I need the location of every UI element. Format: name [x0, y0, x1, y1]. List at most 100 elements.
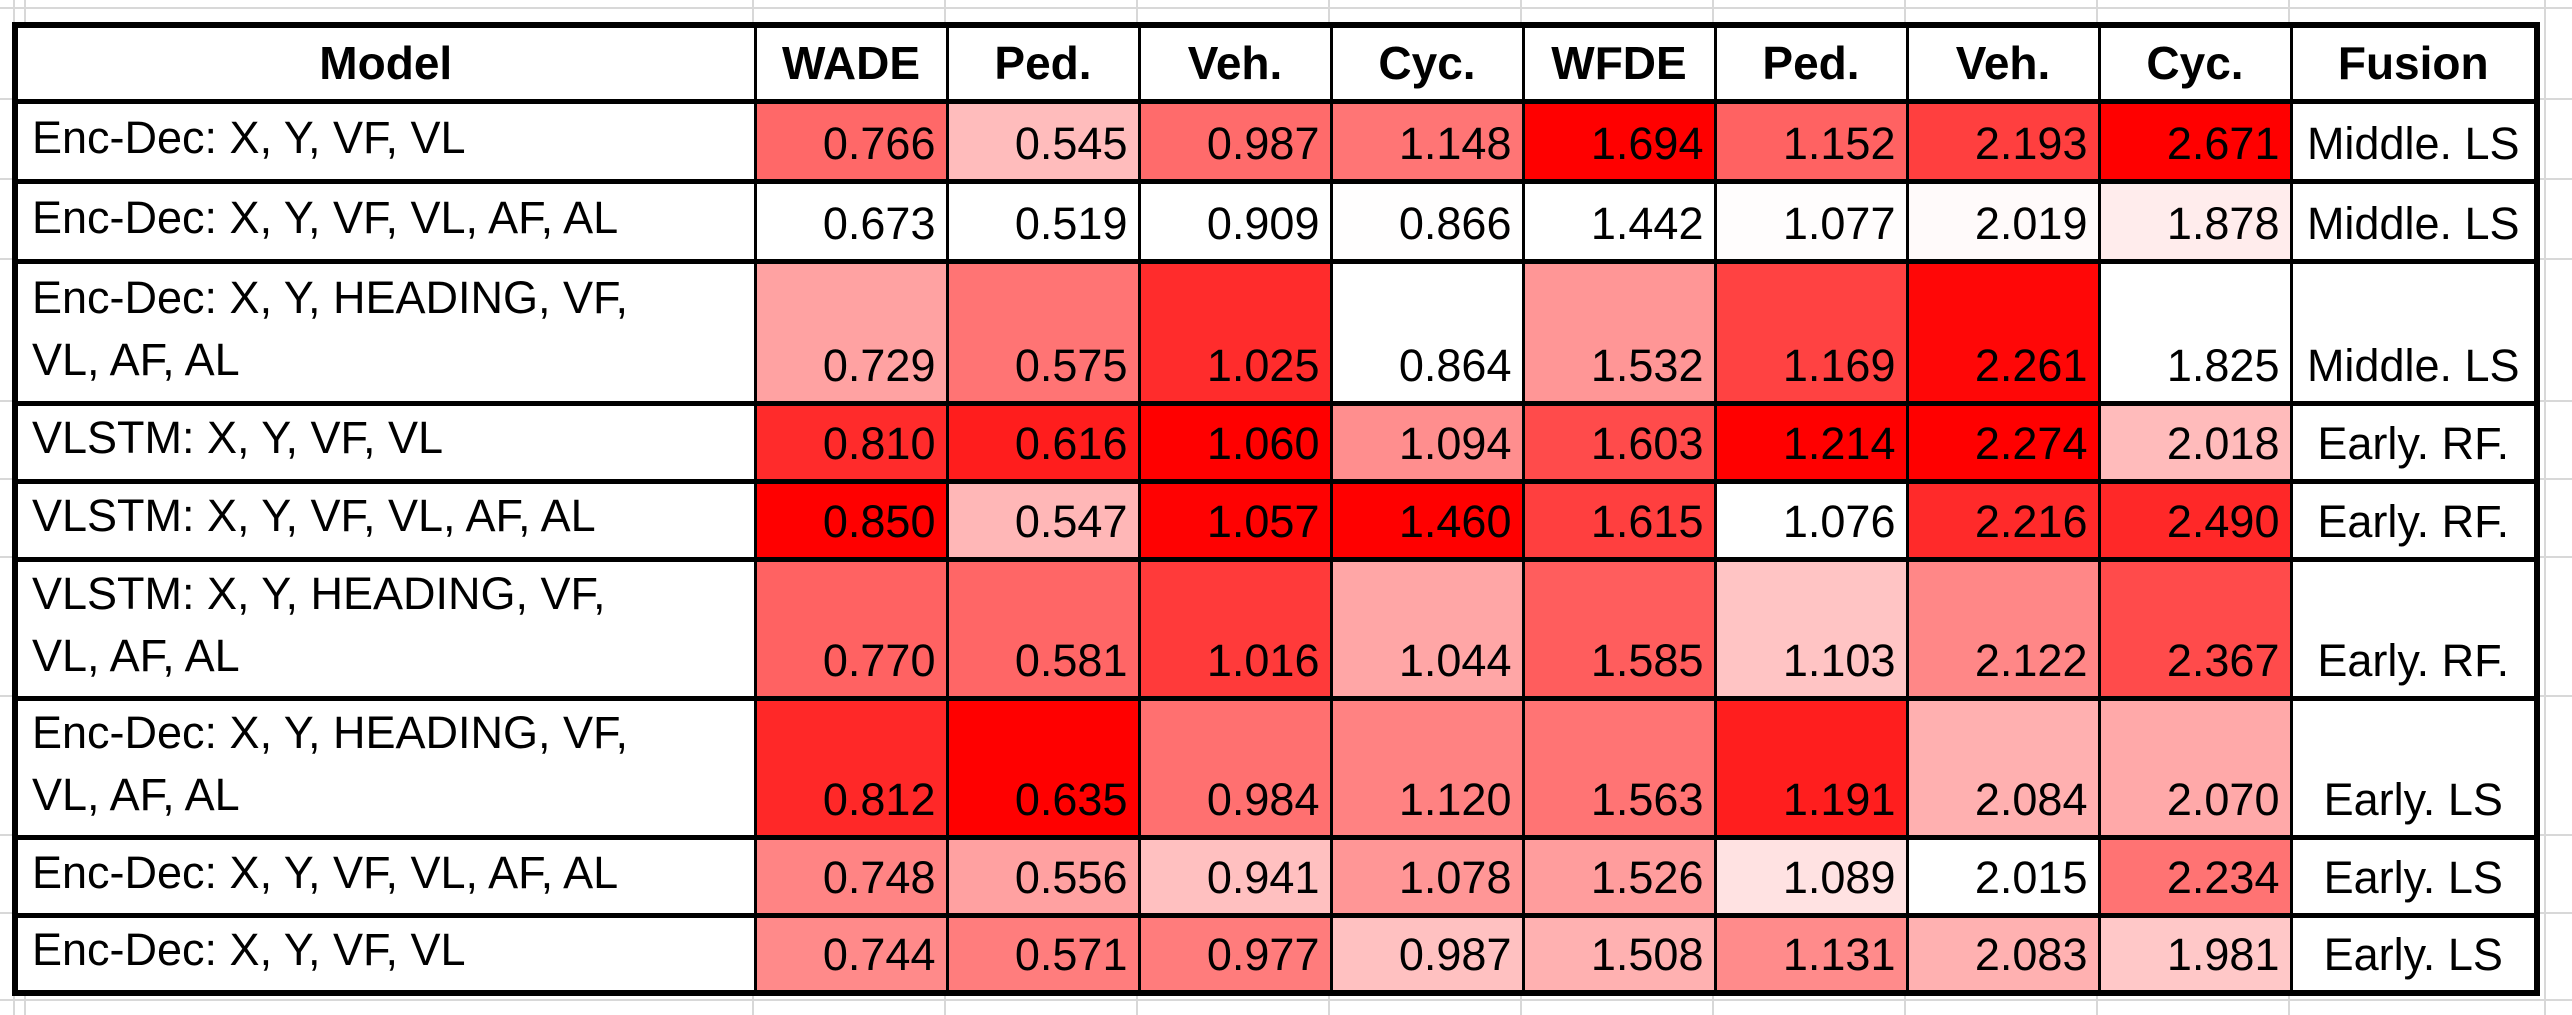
model-cell: Enc-Dec: X, Y, VF, VL: [13, 912, 757, 996]
metric-cell: 0.987: [1137, 98, 1333, 184]
metric-cell: 1.981: [2097, 912, 2293, 996]
fusion-cell: Early. RF.: [2289, 478, 2539, 562]
metric-cell: 0.766: [753, 98, 949, 184]
metric-cell: 0.547: [945, 478, 1141, 562]
metric-cell: 1.825: [2097, 258, 2293, 406]
column-header-cyc-8: Cyc.: [2097, 22, 2293, 104]
metric-cell: 1.526: [1521, 834, 1717, 918]
metric-cell: 1.076: [1713, 478, 1909, 562]
metric-cell: 2.019: [1905, 178, 2101, 264]
metric-cell: 0.987: [1329, 912, 1525, 996]
metric-cell: 1.025: [1137, 258, 1333, 406]
metric-cell: 0.729: [753, 258, 949, 406]
fusion-cell: Early. LS: [2289, 912, 2539, 996]
model-cell: VLSTM: X, Y, VF, VL, AF, AL: [13, 478, 757, 562]
table-header-row: Model WADE Ped. Veh. Cyc. WFDE Ped. Veh. Cyc. Fus…: [13, 22, 2539, 104]
metric-cell: 0.519: [945, 178, 1141, 264]
results-table: Model WADE Ped. Veh. Cyc. WFDE Ped. Veh. Cyc. Fus…: [12, 22, 2540, 996]
sheet-gridline-vertical: [2544, 0, 2546, 1015]
metric-cell: 0.850: [753, 478, 949, 562]
metric-cell: 0.581: [945, 556, 1141, 701]
metric-cell: 2.083: [1905, 912, 2101, 996]
metric-cell: 2.490: [2097, 478, 2293, 562]
metric-cell: 1.532: [1521, 258, 1717, 406]
column-header-fusion-9: Fusion: [2289, 22, 2539, 104]
table-row-2: Enc-Dec: X, Y, HEADING, VF, VL, AF, AL 0.7…: [13, 258, 2539, 406]
fusion-cell: Early. LS: [2289, 834, 2539, 918]
model-cell: VLSTM: X, Y, HEADING, VF, VL, AF, AL: [13, 556, 757, 701]
metric-cell: 0.909: [1137, 178, 1333, 264]
metric-cell: 1.094: [1329, 400, 1525, 484]
metric-cell: 0.864: [1329, 258, 1525, 406]
metric-cell: 0.977: [1137, 912, 1333, 996]
metric-cell: 1.563: [1521, 695, 1717, 840]
model-cell: Enc-Dec: X, Y, HEADING, VF, VL, AF, AL: [13, 695, 757, 840]
metric-cell: 0.545: [945, 98, 1141, 184]
model-cell: VLSTM: X, Y, VF, VL: [13, 400, 757, 484]
fusion-cell: Early. LS: [2289, 695, 2539, 840]
fusion-cell: Early. RF.: [2289, 400, 2539, 484]
metric-cell: 0.575: [945, 258, 1141, 406]
metric-cell: 1.103: [1713, 556, 1909, 701]
metric-cell: 1.078: [1329, 834, 1525, 918]
table-row-6: Enc-Dec: X, Y, HEADING, VF, VL, AF, AL 0.8…: [13, 695, 2539, 840]
fusion-cell: Middle. LS: [2289, 258, 2539, 406]
metric-cell: 0.571: [945, 912, 1141, 996]
model-cell: Enc-Dec: X, Y, HEADING, VF, VL, AF, AL: [13, 258, 757, 406]
table-row-7: Enc-Dec: X, Y, VF, VL, AF, AL 0.748 0.556 0…: [13, 834, 2539, 918]
metric-cell: 2.261: [1905, 258, 2101, 406]
metric-cell: 0.984: [1137, 695, 1333, 840]
metric-cell: 1.878: [2097, 178, 2293, 264]
metric-cell: 1.585: [1521, 556, 1717, 701]
sheet-gridline-horizontal: [0, 7, 2572, 9]
fusion-cell: Middle. LS: [2289, 98, 2539, 184]
metric-cell: 1.060: [1137, 400, 1333, 484]
metric-cell: 0.770: [753, 556, 949, 701]
metric-cell: 1.508: [1521, 912, 1717, 996]
metric-cell: 1.694: [1521, 98, 1717, 184]
column-header-ped-6: Ped.: [1713, 22, 1909, 104]
metric-cell: 1.016: [1137, 556, 1333, 701]
metric-cell: 1.214: [1713, 400, 1909, 484]
metric-cell: 0.616: [945, 400, 1141, 484]
metric-cell: 2.193: [1905, 98, 2101, 184]
metric-cell: 1.044: [1329, 556, 1525, 701]
metric-cell: 1.460: [1329, 478, 1525, 562]
table-row-1: Enc-Dec: X, Y, VF, VL, AF, AL 0.673 0.519 0…: [13, 178, 2539, 264]
metric-cell: 0.635: [945, 695, 1141, 840]
model-cell: Enc-Dec: X, Y, VF, VL: [13, 98, 757, 184]
metric-cell: 2.671: [2097, 98, 2293, 184]
metric-cell: 0.673: [753, 178, 949, 264]
column-header-model-0: Model: [13, 22, 757, 104]
metric-cell: 1.120: [1329, 695, 1525, 840]
column-header-wade-1: WADE: [753, 22, 949, 104]
column-header-wfde-5: WFDE: [1521, 22, 1717, 104]
metric-cell: 2.018: [2097, 400, 2293, 484]
metric-cell: 1.131: [1713, 912, 1909, 996]
model-cell: Enc-Dec: X, Y, VF, VL, AF, AL: [13, 834, 757, 918]
sheet-gridline-horizontal: [0, 999, 2572, 1001]
table-row-3: VLSTM: X, Y, VF, VL 0.810 0.616 1.060 1.094 1…: [13, 400, 2539, 484]
table-row-0: Enc-Dec: X, Y, VF, VL 0.766 0.545 0.987 1.14…: [13, 98, 2539, 184]
metric-cell: 2.070: [2097, 695, 2293, 840]
metric-cell: 1.603: [1521, 400, 1717, 484]
metric-cell: 2.216: [1905, 478, 2101, 562]
fusion-cell: Early. RF.: [2289, 556, 2539, 701]
metric-cell: 1.191: [1713, 695, 1909, 840]
table-body: Enc-Dec: X, Y, VF, VL 0.766 0.545 0.987 1.14…: [13, 98, 2539, 996]
metric-cell: 0.812: [753, 695, 949, 840]
metric-cell: 0.748: [753, 834, 949, 918]
metric-cell: 1.169: [1713, 258, 1909, 406]
metric-cell: 2.084: [1905, 695, 2101, 840]
metric-cell: 1.615: [1521, 478, 1717, 562]
table-row-4: VLSTM: X, Y, VF, VL, AF, AL 0.850 0.547 1.0…: [13, 478, 2539, 562]
metric-cell: 1.057: [1137, 478, 1333, 562]
column-header-veh-7: Veh.: [1905, 22, 2101, 104]
fusion-cell: Middle. LS: [2289, 178, 2539, 264]
column-header-veh-3: Veh.: [1137, 22, 1333, 104]
metric-cell: 1.077: [1713, 178, 1909, 264]
metric-cell: 1.148: [1329, 98, 1525, 184]
model-cell: Enc-Dec: X, Y, VF, VL, AF, AL: [13, 178, 757, 264]
metric-cell: 1.089: [1713, 834, 1909, 918]
